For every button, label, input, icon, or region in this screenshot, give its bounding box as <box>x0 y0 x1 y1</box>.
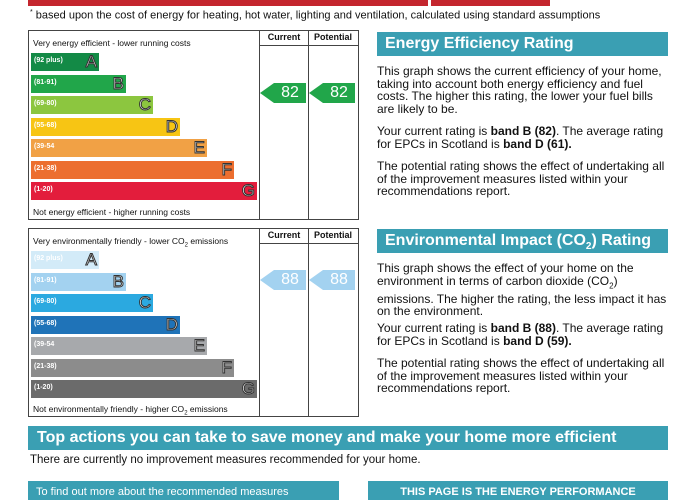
top-actions-text: There are currently no improvement measu… <box>30 454 421 466</box>
band-letter: B <box>112 73 124 93</box>
band-g: (1-20) G <box>31 379 257 398</box>
energy-performance-banner: THIS PAGE IS THE ENERGY PERFORMANCE <box>368 481 668 500</box>
band-letter: D <box>165 116 178 136</box>
footnote: * based upon the cost of energy for heat… <box>30 9 601 22</box>
band-letter: E <box>193 336 205 355</box>
band-letter: C <box>138 95 151 114</box>
band-b: (81-91) B <box>31 73 126 93</box>
potential-rating-value: 88 <box>330 271 348 288</box>
potential-rating-arrow: 88 <box>309 270 355 290</box>
band-range-label: (39-54 <box>34 341 55 348</box>
band-g: (1-20) G <box>31 181 257 200</box>
top-actions-heading: Top actions you can take to save money a… <box>28 426 668 450</box>
energy-efficiency-graph: Current Potential Very energy efficient … <box>28 30 359 220</box>
band-b: (81-91) B <box>31 271 126 291</box>
band-range-label: (69-80) <box>34 100 57 107</box>
band-letter: G <box>241 379 255 398</box>
environment-description: This graph shows the effect of your home… <box>377 261 667 319</box>
band-letter: F <box>221 159 232 179</box>
potential-column-header: Potential <box>313 230 352 240</box>
band-letter: G <box>241 181 255 200</box>
column-divider <box>308 31 309 219</box>
band-e: (39-54 E <box>31 336 207 355</box>
band-range-label: (55-68) <box>34 319 57 327</box>
band-letter: F <box>221 357 232 377</box>
band-range-label: (81-91) <box>34 276 57 284</box>
top-caption: Very energy efficient - lower running co… <box>33 38 191 48</box>
band-letter: D <box>165 314 178 334</box>
potential-column-header: Potential <box>313 32 352 42</box>
energy-current-rating-text: Your current rating is band B (82). The … <box>377 124 664 151</box>
current-rating-arrow: 88 <box>260 270 306 290</box>
band-letter: A <box>85 52 97 71</box>
arrow-shape <box>260 83 306 103</box>
energy-rating-heading: Energy Efficiency Rating <box>377 32 668 56</box>
band-letter: E <box>193 138 205 157</box>
band-range-label: (69-80) <box>34 298 57 305</box>
band-f: (21-38) F <box>31 357 234 377</box>
energy-potential-text: The potential rating shows the effect of… <box>377 159 665 199</box>
top-banner-divider <box>428 0 431 6</box>
top-banner-bar <box>28 0 550 6</box>
band-a: (92 plus) A <box>31 250 99 269</box>
column-divider <box>259 31 260 219</box>
column-divider <box>259 229 260 416</box>
current-rating-value: 82 <box>281 84 299 101</box>
recommended-measures-banner: To find out more about the recommended m… <box>28 481 339 500</box>
band-range-label: (92 plus) <box>34 57 63 64</box>
arrow-shape <box>309 270 355 290</box>
band-letter: A <box>85 250 97 269</box>
potential-rating-value: 82 <box>330 84 348 101</box>
band-d: (55-68) D <box>31 314 180 334</box>
arrow-shape <box>260 270 306 290</box>
top-caption: Very environmentally friendly - lower CO… <box>33 236 229 249</box>
band-range-label: (55-68) <box>34 121 57 129</box>
column-divider <box>308 229 309 416</box>
current-rating-arrow: 82 <box>260 83 306 103</box>
band-range-label: (81-91) <box>34 78 57 86</box>
band-range-label: (39-54 <box>34 143 55 150</box>
band-c: (69-80) C <box>31 95 153 114</box>
current-column-header: Current <box>267 230 301 240</box>
environmental-rating-heading: Environmental Impact (CO2) Rating <box>377 229 668 253</box>
band-range-label: (21-38) <box>34 164 57 172</box>
band-range-label: (1-20) <box>34 186 53 193</box>
energy-description: This graph shows the current efficiency … <box>377 64 662 116</box>
header-line <box>259 243 358 244</box>
environmental-impact-graph: Current Potential Very environmentally f… <box>28 228 359 417</box>
band-range-label: (92 plus) <box>34 255 63 262</box>
current-column-header: Current <box>267 32 301 42</box>
band-a: (92 plus) A <box>31 52 99 71</box>
band-letter: B <box>112 271 124 291</box>
bottom-caption: Not environmentally friendly - higher CO… <box>33 404 228 417</box>
bottom-caption: Not energy efficient - higher running co… <box>33 207 191 217</box>
band-d: (55-68) D <box>31 116 180 136</box>
band-c: (69-80) C <box>31 293 153 312</box>
band-range-label: (21-38) <box>34 362 57 370</box>
environment-current-rating-text: Your current rating is band B (88). The … <box>377 321 664 348</box>
potential-rating-arrow: 82 <box>309 83 355 103</box>
arrow-shape <box>309 83 355 103</box>
band-e: (39-54 E <box>31 138 207 157</box>
header-line <box>259 45 358 46</box>
band-range-label: (1-20) <box>34 384 53 391</box>
band-letter: C <box>138 293 151 312</box>
band-f: (21-38) F <box>31 159 234 179</box>
environment-potential-text: The potential rating shows the effect of… <box>377 356 665 396</box>
current-rating-value: 88 <box>281 271 299 288</box>
